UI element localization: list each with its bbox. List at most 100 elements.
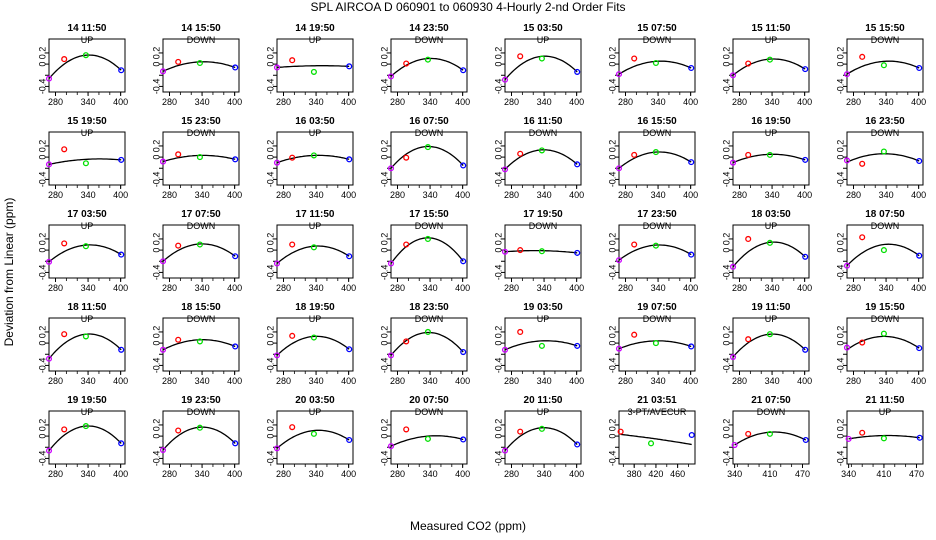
- panel-frame: [618, 410, 696, 465]
- y-tick-label: 0: [37, 341, 47, 346]
- panel-title: 18 11:50: [68, 302, 107, 313]
- data-point: [729, 159, 737, 166]
- y-tick-label: 0: [379, 341, 389, 346]
- x-tick-label: 400: [455, 469, 470, 479]
- panel-title: 16 23:50: [865, 116, 905, 127]
- data-point: [196, 338, 203, 345]
- y-tick-label: 0.2: [607, 419, 617, 432]
- data-point: [880, 330, 887, 337]
- x-tick-label: 280: [48, 376, 63, 386]
- x-tick-label: 340: [309, 190, 324, 200]
- data-point: [289, 332, 296, 339]
- panel-frame: [504, 410, 582, 465]
- y-tick-label: 0: [151, 155, 161, 160]
- panel-mode-label: DOWN: [871, 128, 900, 138]
- x-tick-label: 400: [113, 190, 128, 200]
- data-point: [574, 161, 581, 168]
- data-point: [843, 344, 851, 351]
- x-tick-label: 280: [504, 376, 519, 386]
- data-point: [45, 355, 53, 362]
- y-tick-label: 0.2: [151, 140, 161, 153]
- fit-curve: [390, 331, 464, 356]
- fit-curve: [618, 244, 692, 261]
- x-tick-label: 340: [81, 97, 96, 107]
- y-tick-label: 0: [493, 341, 503, 346]
- x-tick-label: 400: [227, 283, 242, 293]
- data-point: [82, 423, 89, 430]
- data-point: [880, 148, 887, 155]
- data-point: [310, 430, 317, 437]
- panel-title: 15 15:50: [865, 23, 905, 34]
- data-point: [652, 242, 659, 249]
- y-tick-label: 0: [265, 155, 275, 160]
- x-tick-label: 340: [765, 190, 780, 200]
- panel-frame: [162, 317, 240, 372]
- y-tick-label: -0.4: [37, 265, 47, 281]
- panel-mode-label: DOWN: [529, 221, 558, 231]
- data-point: [745, 60, 752, 67]
- y-tick-label: 0.2: [265, 419, 275, 432]
- x-tick-label: 400: [569, 190, 584, 200]
- fit-curve: [48, 54, 122, 80]
- y-tick-label: 0.2: [265, 233, 275, 246]
- y-tick-label: 0.2: [265, 47, 275, 60]
- y-tick-label: 0: [721, 155, 731, 160]
- panel-frame: [846, 224, 924, 279]
- panel-frame: [48, 224, 126, 279]
- y-tick-label: 0.2: [379, 140, 389, 153]
- y-tick-label: 0: [265, 248, 275, 253]
- data-point: [61, 331, 68, 338]
- x-tick-label: 460: [670, 469, 685, 479]
- panel-title: 19 07:50: [637, 302, 677, 313]
- panel-frame: [618, 38, 696, 93]
- data-point: [387, 352, 395, 359]
- x-tick-label: 340: [879, 283, 894, 293]
- data-point: [61, 146, 68, 153]
- x-tick-label: 400: [113, 97, 128, 107]
- data-point: [45, 161, 53, 168]
- data-point: [615, 257, 623, 264]
- data-point: [460, 162, 467, 169]
- data-point: [196, 424, 203, 431]
- data-point: [574, 249, 581, 256]
- y-tick-label: 0: [493, 155, 503, 160]
- data-point: [118, 346, 125, 353]
- data-point: [424, 235, 431, 242]
- x-tick-label: 400: [455, 283, 470, 293]
- fit-curve: [618, 60, 692, 75]
- y-tick-label: -0.4: [151, 79, 161, 95]
- panel-title: 14 11:50: [68, 23, 107, 34]
- data-point: [387, 260, 395, 267]
- y-tick-label: -0.4: [493, 172, 503, 188]
- fit-curve: [162, 243, 236, 262]
- data-point: [880, 247, 887, 254]
- data-point: [538, 147, 545, 154]
- y-tick-label: 0: [607, 155, 617, 160]
- x-tick-label: 280: [48, 190, 63, 200]
- data-point: [802, 346, 809, 353]
- fit-curve: [846, 335, 920, 351]
- data-point: [617, 428, 624, 435]
- y-tick-label: 0.2: [379, 419, 389, 432]
- x-tick-label: 280: [846, 376, 861, 386]
- panel-mode-label: DOWN: [643, 221, 672, 231]
- y-tick-label: 0: [721, 62, 731, 67]
- data-point: [403, 241, 410, 248]
- y-tick-label: 0: [37, 62, 47, 67]
- panel-mode-label: UP: [879, 407, 892, 417]
- y-tick-label: -0.4: [835, 358, 845, 374]
- data-point: [45, 75, 53, 82]
- panel-mode-label: DOWN: [415, 314, 444, 324]
- x-tick-label: 340: [195, 469, 210, 479]
- y-tick-label: 0.2: [37, 233, 47, 246]
- data-point: [859, 339, 866, 346]
- data-point: [61, 426, 68, 433]
- panel-frame: [48, 410, 126, 465]
- data-point: [843, 157, 851, 164]
- panel-title: 19 11:50: [752, 302, 791, 313]
- x-tick-label: 400: [227, 190, 242, 200]
